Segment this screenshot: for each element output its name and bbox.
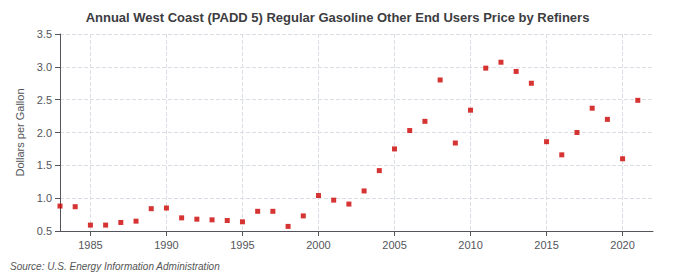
svg-text:2005: 2005 (382, 239, 406, 251)
svg-text:1990: 1990 (154, 239, 178, 251)
svg-text:1.5: 1.5 (37, 159, 52, 171)
svg-text:1995: 1995 (230, 239, 254, 251)
svg-text:Annual West Coast (PADD 5) Reg: Annual West Coast (PADD 5) Regular Gasol… (86, 10, 590, 25)
svg-text:1985: 1985 (78, 239, 102, 251)
svg-text:2.0: 2.0 (37, 127, 52, 139)
svg-text:2015: 2015 (534, 239, 558, 251)
svg-text:3.5: 3.5 (37, 28, 52, 40)
svg-text:1.0: 1.0 (37, 192, 52, 204)
svg-text:2000: 2000 (306, 239, 330, 251)
svg-text:Source: U.S. Energy Informatio: Source: U.S. Energy Information Administ… (10, 261, 220, 272)
svg-text:3.0: 3.0 (37, 61, 52, 73)
svg-text:Dollars per Gallon: Dollars per Gallon (14, 88, 26, 176)
svg-text:2.5: 2.5 (37, 94, 52, 106)
svg-text:0.5: 0.5 (37, 225, 52, 237)
svg-text:2010: 2010 (458, 239, 482, 251)
svg-text:2020: 2020 (610, 239, 634, 251)
